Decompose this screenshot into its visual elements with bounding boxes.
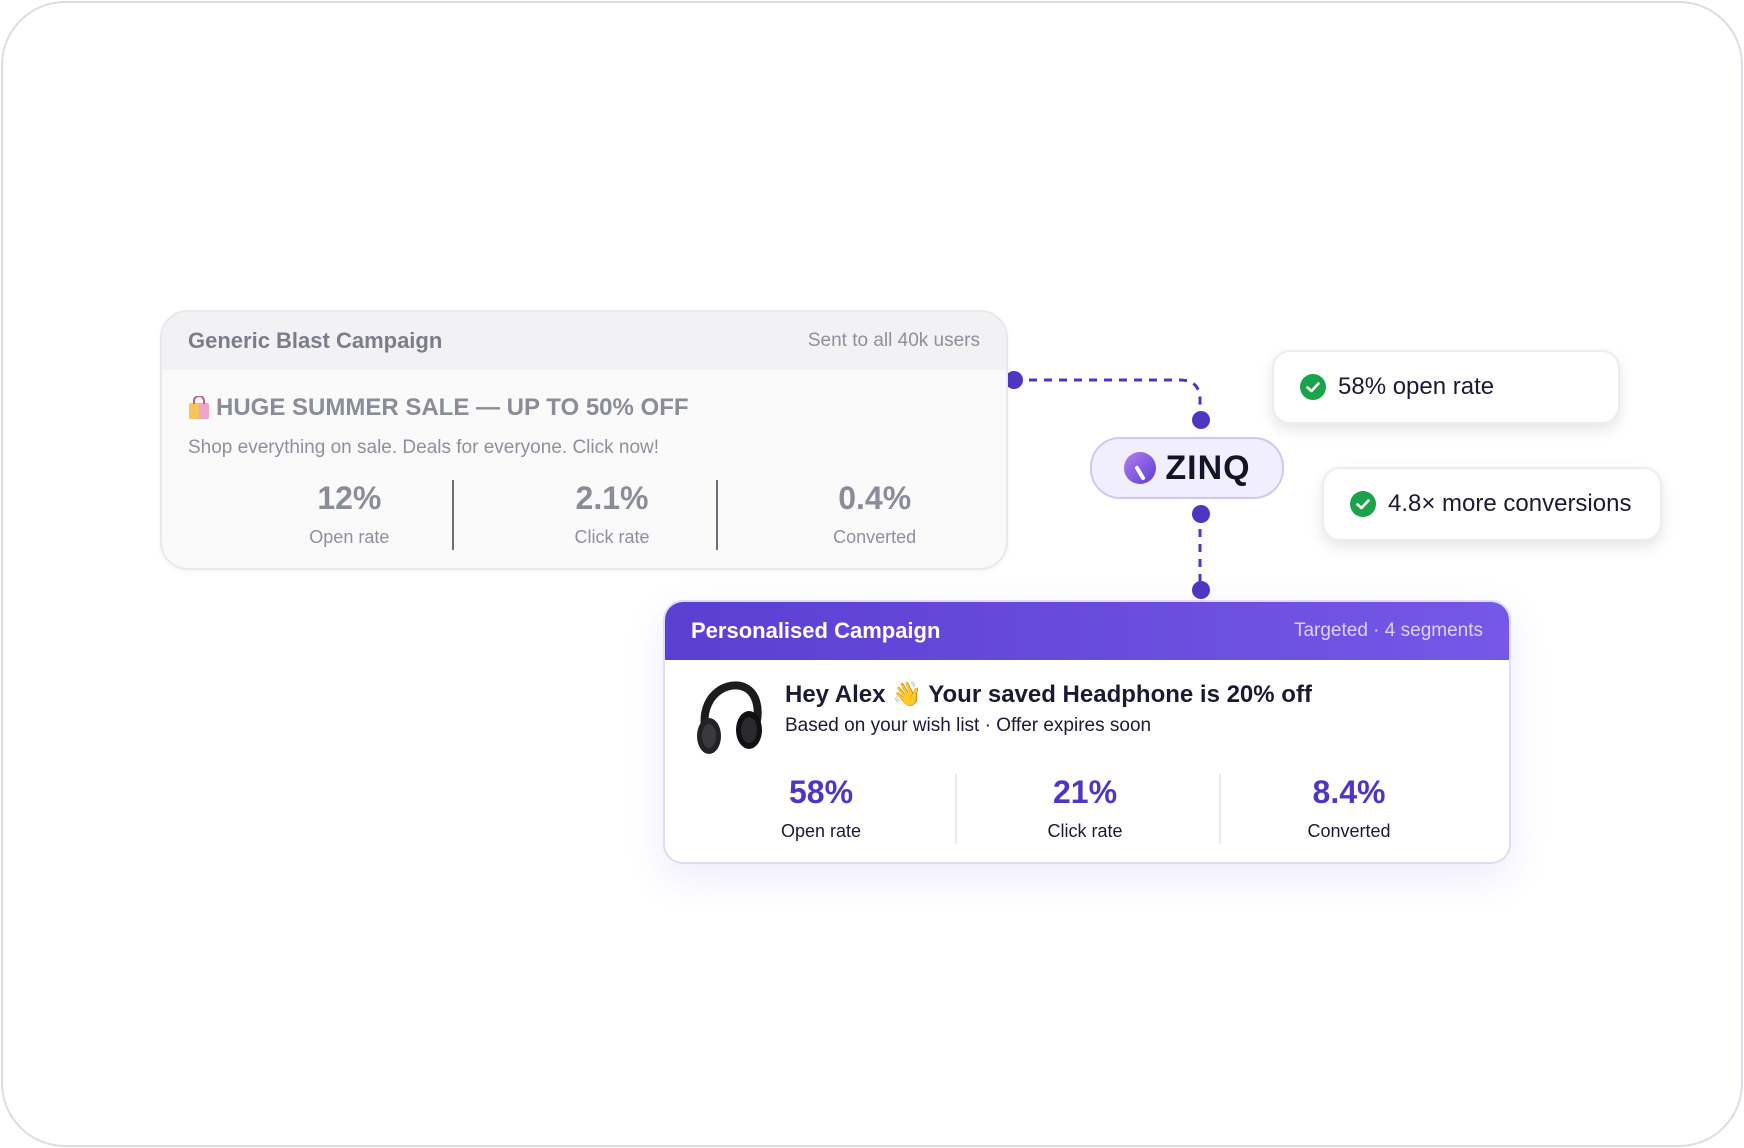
generic-campaign-title: Generic Blast Campaign: [188, 328, 443, 353]
generic-stats: 12% Open rate 2.1% Click rate 0.4% Conve…: [162, 480, 1006, 548]
stat-divider: [1219, 774, 1221, 844]
stat-label: Open rate: [309, 527, 390, 547]
personalised-campaign-headline: Hey Alex 👋 Your saved Headphone is 20% o…: [785, 681, 1312, 708]
stat-label: Converted: [1307, 821, 1391, 841]
stat-value: 21%: [1052, 774, 1118, 810]
check-circle-icon: [1350, 491, 1376, 517]
connector-dot: [1192, 581, 1210, 599]
generic-campaign-audience: Sent to all 40k users: [807, 330, 980, 351]
zinq-logo-icon: [1124, 452, 1157, 484]
generic-stat-click-rate: 2.1% Click rate: [481, 480, 744, 548]
connector-dot: [1192, 505, 1210, 523]
check-circle-icon: [1300, 374, 1326, 400]
personalised-campaign-header: Personalised Campaign Targeted · 4 segme…: [665, 602, 1509, 660]
connector-dot: [1005, 371, 1023, 389]
personalised-campaign-title: Personalised Campaign: [691, 618, 941, 643]
generic-campaign-card[interactable]: Generic Blast Campaign Sent to all 40k u…: [160, 310, 1008, 570]
generic-stat-converted: 0.4% Converted: [743, 480, 1006, 548]
generic-campaign-header: Generic Blast Campaign Sent to all 40k u…: [162, 312, 1006, 370]
stat-value: 8.4%: [1312, 774, 1386, 810]
generic-campaign-subtext: Shop everything on sale. Deals for every…: [188, 437, 660, 458]
generic-headline-text: HUGE SUMMER SALE — UP TO 50% OFF: [216, 394, 689, 421]
stat-divider: [452, 480, 454, 550]
stat-label: Click rate: [1047, 821, 1123, 841]
personalised-stats: 58% Open rate 21% Click rate 8.4% Conver…: [665, 774, 1509, 842]
generic-stat-open-rate: 12% Open rate: [218, 480, 481, 548]
zinq-wordmark: ZINQ: [1165, 448, 1251, 487]
result-chip-conversions: 4.8× more conversions: [1322, 467, 1662, 541]
stat-label: Converted: [833, 527, 917, 547]
generic-campaign-headline: HUGE SUMMER SALE — UP TO 50% OFF: [188, 394, 689, 422]
personalised-campaign-subtext: Based on your wish list · Offer expires …: [785, 715, 1152, 736]
personalised-stat-converted: 8.4% Converted: [1217, 774, 1481, 842]
personalised-stat-click-rate: 21% Click rate: [953, 774, 1217, 842]
connector-dot: [1192, 411, 1210, 429]
connector-generic-to-zinq: [1014, 378, 1202, 418]
zinq-brand-pill: ZINQ: [1090, 437, 1284, 499]
stat-label: Open rate: [780, 821, 862, 841]
result-text: 4.8× more conversions: [1388, 490, 1632, 517]
result-text: 58% open rate: [1338, 373, 1495, 400]
personalised-campaign-targeting: Targeted · 4 segments: [1293, 620, 1483, 641]
shopping-bag-icon: [189, 396, 209, 419]
result-chip-open-rate: 58% open rate: [1272, 350, 1620, 424]
stat-value: 12%: [317, 480, 382, 516]
stat-divider: [716, 480, 718, 550]
headphone-icon: [697, 681, 762, 754]
personalised-campaign-card[interactable]: Personalised Campaign Targeted · 4 segme…: [663, 600, 1511, 864]
stat-label: Click rate: [574, 527, 650, 547]
stat-value: 2.1%: [575, 480, 649, 516]
stat-divider: [955, 774, 957, 844]
stat-value: 58%: [788, 774, 854, 810]
stat-value: 0.4%: [838, 480, 912, 516]
personalised-stat-open-rate: 58% Open rate: [689, 774, 953, 842]
